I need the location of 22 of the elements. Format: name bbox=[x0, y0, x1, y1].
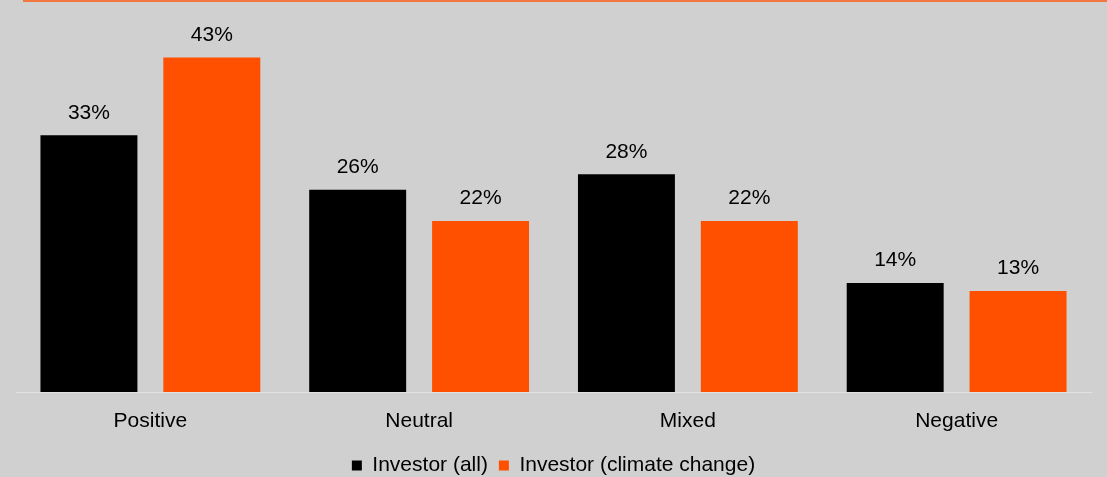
legend-label: Investor (all) bbox=[372, 452, 488, 476]
bar bbox=[969, 290, 1067, 392]
bar bbox=[577, 174, 675, 392]
x-tick-label: Neutral bbox=[385, 408, 453, 432]
data-label: 14% bbox=[874, 247, 917, 271]
data-label: 22% bbox=[459, 185, 502, 209]
data-label: 43% bbox=[190, 21, 233, 45]
bar bbox=[432, 220, 530, 392]
data-label: 22% bbox=[728, 185, 771, 209]
data-label: 33% bbox=[67, 99, 110, 123]
bar bbox=[40, 135, 138, 392]
legend-label: Investor (climate change) bbox=[519, 452, 756, 476]
bar bbox=[700, 220, 798, 392]
x-tick-label: Positive bbox=[113, 408, 188, 432]
data-label: 13% bbox=[997, 255, 1040, 279]
data-label: 28% bbox=[605, 138, 648, 162]
data-label: 26% bbox=[336, 154, 379, 178]
bar bbox=[309, 189, 407, 392]
x-tick-label: Negative bbox=[915, 408, 999, 432]
x-tick-label: Mixed bbox=[659, 408, 716, 432]
bar bbox=[163, 57, 261, 392]
bar bbox=[846, 283, 944, 392]
